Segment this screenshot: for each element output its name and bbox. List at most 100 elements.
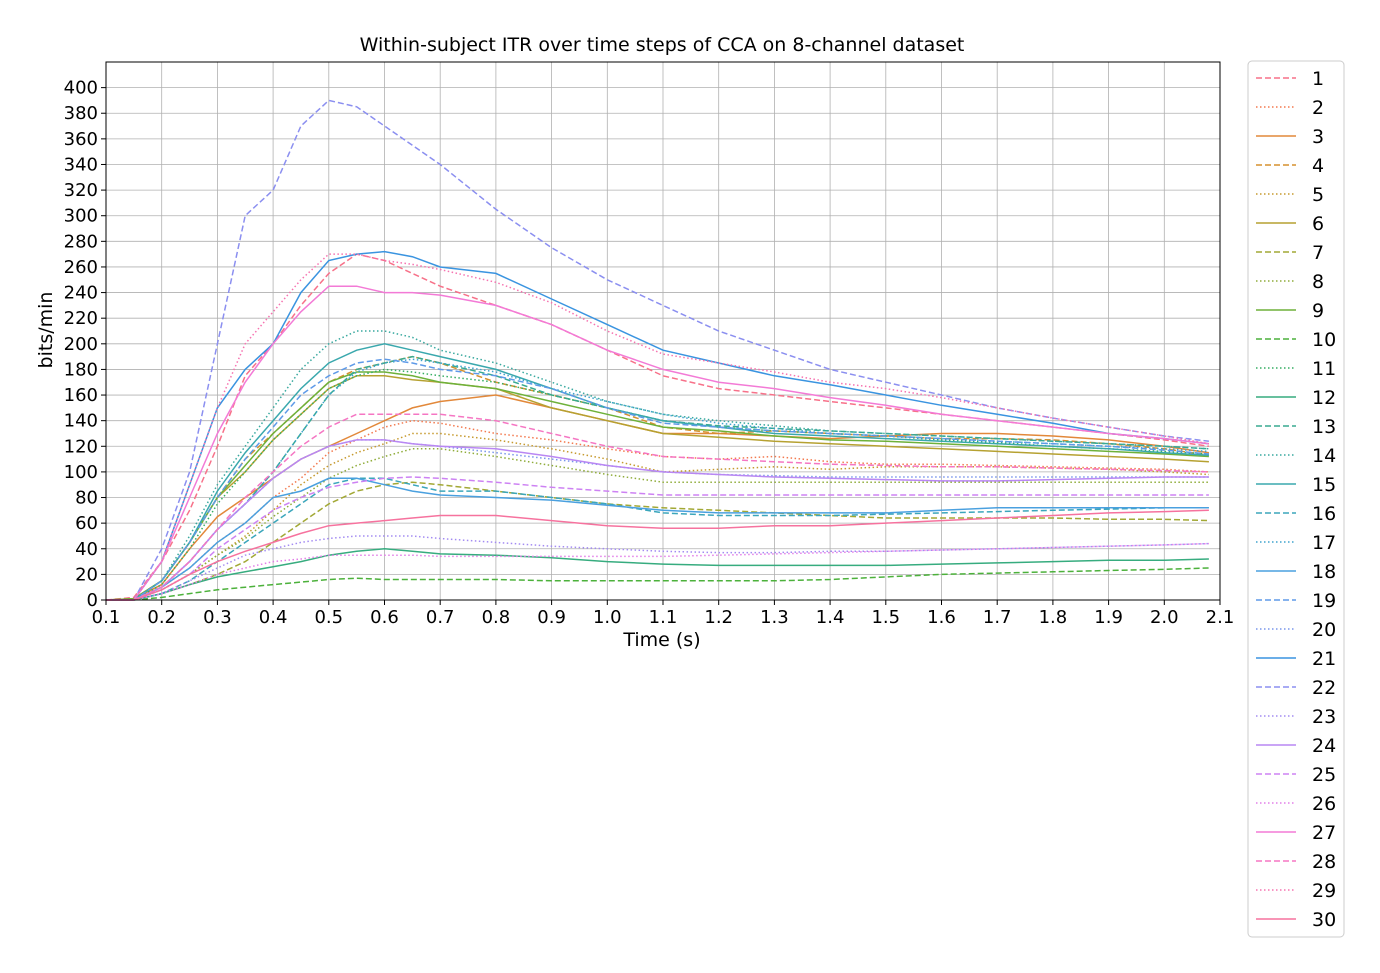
x-tick-label: 1.9 (1094, 607, 1123, 628)
y-tick-label: 60 (75, 513, 98, 534)
series-line-15 (106, 343, 1209, 601)
x-tick-label: 2.1 (1206, 607, 1235, 628)
series-line-21 (106, 250, 1209, 601)
y-tick-label: 120 (64, 436, 98, 457)
y-tick-label: 140 (64, 411, 98, 432)
series-line-9 (105, 371, 1209, 601)
legend-label-27: 27 (1312, 822, 1336, 844)
x-tick-label: 1.8 (1039, 607, 1068, 628)
legend-label-29: 29 (1312, 880, 1336, 902)
y-tick-label: 100 (64, 462, 98, 483)
x-tick-label: 1.3 (760, 607, 789, 628)
legend-label-8: 8 (1312, 271, 1324, 293)
legend-label-2: 2 (1312, 97, 1324, 119)
x-tick-label: 0.4 (259, 607, 288, 628)
series-line-13 (106, 355, 1209, 601)
legend-label-25: 25 (1312, 764, 1336, 786)
legend-label-17: 17 (1312, 532, 1336, 554)
x-tick-label: 0.1 (92, 607, 121, 628)
legend-label-26: 26 (1312, 793, 1336, 815)
legend-label-4: 4 (1312, 155, 1324, 177)
x-tick-label: 1.0 (593, 607, 622, 628)
y-tick-label: 240 (64, 283, 98, 304)
series-line-16 (106, 477, 1209, 601)
legend-label-10: 10 (1312, 329, 1336, 351)
legend-label-16: 16 (1312, 503, 1336, 525)
y-tick-label: 160 (64, 385, 98, 406)
series-line-17 (106, 358, 1209, 601)
y-tick-label: 300 (64, 206, 98, 227)
y-tick-label: 180 (64, 359, 98, 380)
grid (105, 62, 1221, 601)
legend-label-19: 19 (1312, 590, 1336, 612)
y-tick-label: 360 (64, 129, 98, 150)
legend: 1234567891011121314151617181920212223242… (1247, 60, 1345, 938)
series-line-28 (106, 413, 1209, 601)
legend-label-24: 24 (1312, 735, 1336, 757)
x-tick-label: 1.2 (704, 607, 733, 628)
y-tick-label: 200 (64, 334, 98, 355)
y-tick-label: 280 (64, 231, 98, 252)
y-tick-label: 0 (87, 590, 98, 611)
series-line-19 (106, 358, 1209, 601)
x-tick-label: 0.6 (370, 607, 399, 628)
legend-label-5: 5 (1312, 184, 1324, 206)
y-tick-label: 40 (75, 539, 98, 560)
legend-label-11: 11 (1312, 358, 1336, 380)
series-line-12 (106, 548, 1209, 601)
x-tick-label: 0.9 (537, 607, 566, 628)
legend-label-9: 9 (1312, 300, 1324, 322)
y-tick-label: 380 (64, 103, 98, 124)
legend-label-14: 14 (1312, 445, 1336, 467)
series-line-22 (106, 99, 1209, 601)
x-axis-ticks: 0.1 0.2 0.3 0.4 0.5 0.6 0.7 0.8 0.9 1.0 1.1 1.2 1.3 1… (92, 600, 1235, 628)
legend-label-23: 23 (1312, 706, 1336, 728)
x-tick-label: 0.3 (203, 607, 232, 628)
legend-label-6: 6 (1312, 213, 1324, 235)
legend-label-28: 28 (1312, 851, 1336, 873)
x-axis-label: Time (s) (622, 629, 700, 651)
series-line-14 (106, 330, 1209, 601)
series-line-18 (106, 477, 1209, 601)
x-tick-label: 1.5 (871, 607, 900, 628)
x-tick-label: 1.1 (649, 607, 678, 628)
y-tick-label: 20 (75, 564, 98, 585)
series-line-25 (106, 476, 1209, 601)
x-tick-label: 0.7 (426, 607, 455, 628)
legend-frame (1247, 60, 1345, 938)
series-line-30 (106, 509, 1209, 601)
y-axis-ticks: 0 20 40 60 80 100 120 140 160 180 200 220 240 260 280 3… (64, 78, 106, 611)
series-line-4 (105, 355, 1210, 601)
x-tick-label: 1.7 (983, 607, 1012, 628)
legend-label-22: 22 (1312, 677, 1336, 699)
y-tick-label: 400 (64, 78, 98, 99)
series-line-26 (106, 542, 1209, 601)
legend-label-21: 21 (1312, 648, 1336, 670)
legend-label-3: 3 (1312, 126, 1324, 148)
legend-label-1: 1 (1312, 68, 1324, 90)
x-tick-label: 0.5 (314, 607, 343, 628)
y-axis-label: bits/min (35, 292, 57, 369)
series-line-10 (106, 567, 1209, 601)
series-lines (105, 99, 1210, 601)
y-tick-label: 220 (64, 308, 98, 329)
x-tick-label: 0.8 (482, 607, 511, 628)
series-line-27 (106, 285, 1209, 601)
series-line-5 (106, 432, 1209, 601)
legend-label-13: 13 (1312, 416, 1336, 438)
x-tick-label: 1.4 (816, 607, 845, 628)
y-tick-label: 320 (64, 180, 98, 201)
x-tick-label: 2.0 (1150, 607, 1179, 628)
series-line-20 (106, 439, 1209, 601)
legend-label-30: 30 (1312, 909, 1336, 931)
legend-label-15: 15 (1312, 474, 1336, 496)
series-line-3 (105, 394, 1210, 601)
legend-label-18: 18 (1312, 561, 1336, 583)
series-line-8 (106, 448, 1209, 601)
x-tick-label: 0.2 (147, 607, 176, 628)
series-line-23 (106, 535, 1209, 601)
x-tick-label: 1.6 (927, 607, 956, 628)
legend-label-12: 12 (1312, 387, 1336, 409)
series-line-29 (106, 253, 1210, 601)
